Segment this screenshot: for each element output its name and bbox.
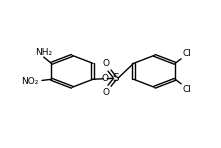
Text: O: O xyxy=(102,59,109,68)
Text: S: S xyxy=(112,73,119,83)
Text: O: O xyxy=(102,88,109,97)
Text: Cl: Cl xyxy=(182,85,191,94)
Text: O: O xyxy=(102,74,109,83)
Text: Cl: Cl xyxy=(182,49,191,58)
Text: NH₂: NH₂ xyxy=(35,48,52,57)
Text: NO₂: NO₂ xyxy=(21,77,38,86)
